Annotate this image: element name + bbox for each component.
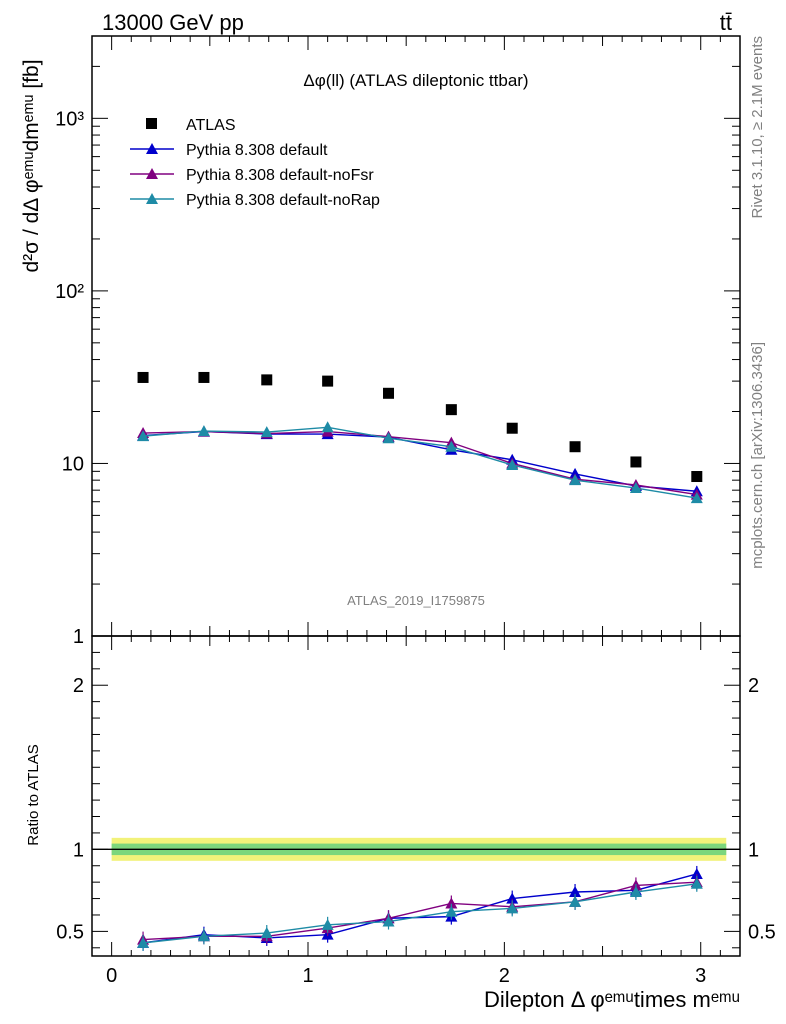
legend-label: Pythia 8.308 default-noFsr (186, 167, 374, 184)
data-point-mc (321, 421, 334, 433)
ratio-series-line (143, 881, 697, 941)
y-tick-label: 10³ (55, 108, 84, 130)
source-label: mcplots.cern.ch [arXiv:1306.3436] (749, 342, 766, 569)
y-tick-label: 1 (73, 839, 84, 861)
data-point-mc (690, 492, 703, 504)
x-tick-label: 1 (302, 965, 313, 987)
x-tick-label: 3 (695, 965, 706, 987)
y-tick-label: 0.5 (748, 921, 776, 943)
legend-label: ATLAS (186, 117, 236, 134)
data-point-mc (137, 430, 150, 442)
data-point-mc (260, 426, 273, 438)
data-point-mc (506, 458, 519, 470)
ratio-point (629, 886, 642, 897)
main-axis-ticks: 1 10 10² 10³ (55, 35, 741, 648)
ratio-point (321, 918, 334, 930)
data-point-atlas (569, 441, 581, 453)
legend-marker (146, 168, 158, 179)
legend-label: Pythia 8.308 default (186, 142, 328, 159)
y-tick-label: 2 (73, 675, 84, 697)
plot-title: Δφ(ll) (ATLAS dileptonic ttbar) (303, 71, 528, 90)
data-point-mc (445, 440, 458, 452)
y-tick-label: 0.5 (56, 921, 84, 943)
ratio-point (690, 867, 703, 879)
ratio-point (197, 930, 210, 942)
y-tick-label: 2 (748, 675, 759, 697)
legend: ATLAS Pythia 8.308 default Pythia 8.308 de… (130, 117, 380, 209)
ratio-point (690, 877, 703, 889)
ratio-point (445, 897, 458, 909)
legend-marker (146, 118, 157, 129)
energy-label: 13000 GeV pp (102, 10, 244, 35)
data-point-atlas (691, 471, 703, 483)
data-point-atlas (322, 375, 334, 387)
y-tick-label: 1 (73, 626, 84, 648)
analysis-label: ATLAS_2019_I1759875 (347, 593, 485, 608)
main-series (137, 371, 703, 504)
main-y-axis-label: d²σ / dΔ φᵉᵐᵘdmᵉᵐᵘ [fb] (20, 59, 43, 272)
ratio-y-axis-label: Ratio to ATLAS (25, 744, 42, 845)
data-point-mc (382, 432, 395, 444)
legend-label: Pythia 8.308 default-noRap (186, 192, 380, 209)
y-tick-label: 10 (62, 453, 84, 475)
data-point-atlas (198, 371, 210, 383)
series-line (142, 426, 697, 499)
ratio-point (569, 895, 582, 907)
rivet-label: Rivet 3.1.10, ≥ 2.1M events (749, 36, 766, 219)
y-tick-label: 1 (748, 839, 759, 861)
data-point-atlas (383, 387, 395, 399)
ratio-point (260, 927, 273, 939)
ratio-series-line (142, 873, 697, 944)
data-point-mc (629, 482, 642, 494)
ratio-axis-ticks: 0.5 0.5 1 1 2 2 0 1 2 3 (56, 636, 776, 987)
ratio-point (382, 915, 395, 927)
data-point-atlas (261, 374, 273, 386)
x-tick-label: 2 (499, 965, 510, 987)
x-axis-label: Dilepton Δ φᵉᵐᵘtimes mᵉᵐᵘ (484, 987, 740, 1012)
legend-marker (146, 143, 158, 154)
ratio-panel: 0.5 0.5 1 1 2 2 0 1 2 3 Ratio to ATLAS Dilepton Δ… (25, 635, 776, 1012)
ratio-series (137, 865, 703, 951)
ratio-point (506, 902, 519, 914)
data-point-atlas (506, 422, 518, 434)
process-label: tt̄ (720, 10, 732, 35)
y-tick-label: 10² (55, 281, 84, 303)
main-panel: 1 10 10² 10³ Δφ(ll) (ATLAS dileptonic ttbar… (20, 35, 741, 648)
legend-marker (146, 193, 158, 204)
ratio-point (445, 905, 458, 917)
series-line (143, 430, 697, 496)
ratio-point (137, 936, 150, 948)
data-point-atlas (630, 456, 642, 468)
x-tick-label: 0 (106, 965, 117, 987)
data-point-atlas (137, 371, 149, 383)
ratio-frame (91, 635, 741, 957)
ratio-series-line (142, 883, 697, 944)
ratio-point (506, 892, 519, 904)
ratio-point (569, 886, 582, 897)
data-point-atlas (445, 404, 457, 416)
data-point-mc (197, 425, 210, 437)
data-point-mc (569, 474, 582, 486)
